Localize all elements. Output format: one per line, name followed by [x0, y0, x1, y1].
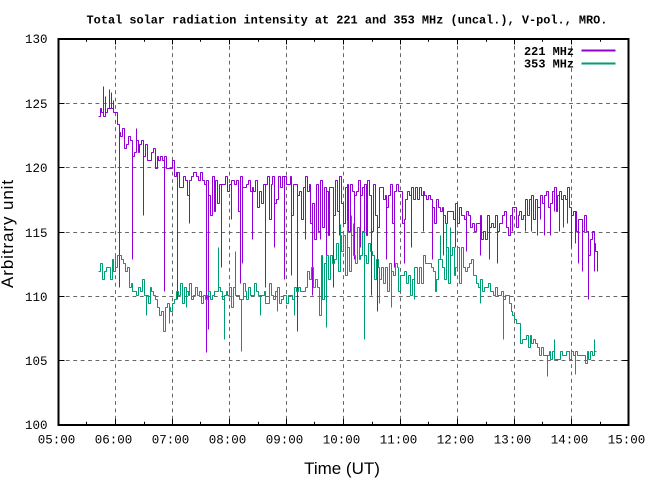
- svg-text:14:00: 14:00: [551, 434, 589, 448]
- svg-text:120: 120: [25, 162, 48, 176]
- svg-text:Total solar radiation intensit: Total solar radiation intensity at 221 a…: [87, 13, 608, 27]
- svg-text:100: 100: [25, 419, 48, 433]
- svg-text:110: 110: [25, 291, 48, 305]
- svg-text:11:00: 11:00: [380, 434, 418, 448]
- svg-text:115: 115: [25, 227, 48, 241]
- svg-text:08:00: 08:00: [209, 434, 247, 448]
- svg-text:09:00: 09:00: [266, 434, 304, 448]
- svg-text:Arbitrary unit: Arbitrary unit: [0, 179, 17, 288]
- svg-text:15:00: 15:00: [608, 434, 646, 448]
- svg-text:12:00: 12:00: [437, 434, 475, 448]
- svg-text:07:00: 07:00: [152, 434, 190, 448]
- svg-text:13:00: 13:00: [494, 434, 532, 448]
- svg-text:05:00: 05:00: [38, 434, 76, 448]
- svg-text:Time (UT): Time (UT): [304, 459, 380, 478]
- svg-text:105: 105: [25, 355, 48, 369]
- svg-text:125: 125: [25, 98, 48, 112]
- svg-text:221 MHz: 221 MHz: [524, 45, 574, 59]
- svg-text:10:00: 10:00: [323, 434, 361, 448]
- svg-text:06:00: 06:00: [95, 434, 133, 448]
- svg-text:353 MHz: 353 MHz: [524, 58, 574, 72]
- svg-text:130: 130: [25, 33, 48, 47]
